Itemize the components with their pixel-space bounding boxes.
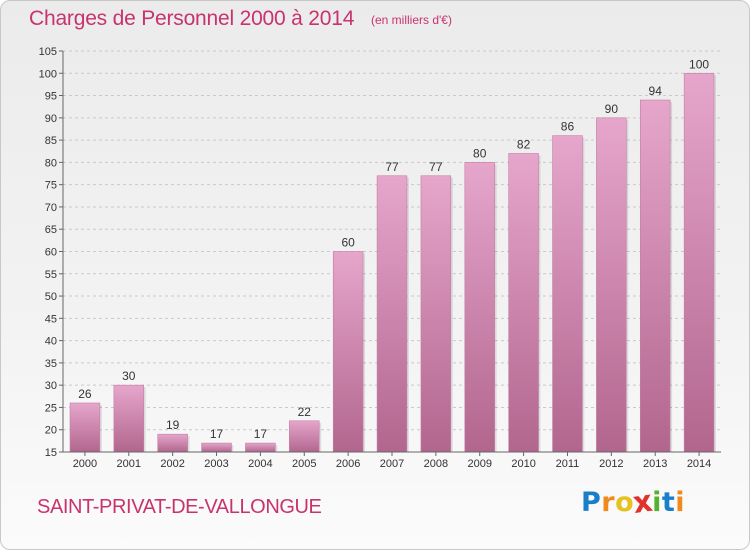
x-tick-label: 2001 <box>117 458 141 470</box>
y-tick-label: 75 <box>45 180 57 192</box>
bar-2012 <box>596 117 627 453</box>
y-tick-label: 100 <box>39 68 57 80</box>
data-label: 19 <box>166 418 180 432</box>
chart-title: Charges de Personnel 2000 à 2014 <box>29 7 355 30</box>
x-tick-label: 2002 <box>160 458 184 470</box>
x-tick-label: 2005 <box>292 458 316 470</box>
bar-2004 <box>245 442 276 453</box>
y-tick-label: 105 <box>39 46 57 58</box>
chart-subtitle: (en milliers d'€) <box>371 13 452 27</box>
logo-letter: t <box>661 487 676 518</box>
data-label: 60 <box>341 236 355 250</box>
y-tick-label: 20 <box>45 425 57 437</box>
y-tick-label: 70 <box>45 202 57 214</box>
data-label: 17 <box>210 427 224 441</box>
data-label: 26 <box>78 387 92 401</box>
y-tick-label: 90 <box>45 113 57 125</box>
data-label: 80 <box>473 146 487 160</box>
bar-2011 <box>552 135 583 453</box>
bar-2008 <box>420 175 452 453</box>
x-tick-label: 2012 <box>599 458 623 470</box>
x-tick-label: 2007 <box>380 458 404 470</box>
y-tick-label: 65 <box>45 224 57 236</box>
data-label: 94 <box>649 84 663 98</box>
x-tick-label: 2000 <box>73 458 97 470</box>
x-tick-label: 2008 <box>424 458 448 470</box>
bar-2006 <box>332 251 364 453</box>
bar-2010 <box>508 153 539 453</box>
bar-2001 <box>113 384 145 453</box>
y-tick-label: 50 <box>45 291 57 303</box>
bar-2005 <box>289 420 320 453</box>
bar-2000 <box>69 402 101 453</box>
location-name: SAINT-PRIVAT-DE-VALLONGUE <box>37 496 322 518</box>
logo-letter: r <box>601 487 616 518</box>
y-tick-label: 80 <box>45 157 57 169</box>
x-tick-label: 2006 <box>336 458 360 470</box>
x-tick-label: 2011 <box>556 458 580 470</box>
data-label: 77 <box>385 160 399 174</box>
logo-letter: i <box>652 487 662 518</box>
y-tick-label: 95 <box>45 91 57 103</box>
data-label: 100 <box>689 57 709 71</box>
y-tick-label: 85 <box>45 135 57 147</box>
y-tick-label: 25 <box>45 402 57 414</box>
logo-letter: P <box>581 487 602 518</box>
data-label: 30 <box>122 369 136 383</box>
x-tick-label: 2009 <box>467 458 491 470</box>
x-tick-label: 2010 <box>511 458 535 470</box>
logo-letter: o <box>615 487 635 518</box>
bar-2014 <box>683 72 715 453</box>
bar-2013 <box>639 99 671 453</box>
data-label: 82 <box>517 137 531 151</box>
bar-2003 <box>201 442 232 453</box>
bar-2007 <box>376 175 408 453</box>
data-label: 86 <box>561 120 575 134</box>
x-tick-label: 2014 <box>687 458 711 470</box>
y-tick-label: 30 <box>45 380 57 392</box>
data-label: 22 <box>298 405 312 419</box>
y-tick-label: 35 <box>45 358 57 370</box>
bar-2002 <box>157 433 188 453</box>
data-label: 17 <box>254 427 268 441</box>
y-tick-label: 60 <box>45 247 57 259</box>
bar-2009 <box>464 162 495 453</box>
x-tick-label: 2004 <box>248 458 272 470</box>
y-tick-label: 55 <box>45 269 57 281</box>
data-label: 77 <box>429 160 443 174</box>
proxiti-logo: Proxiti <box>581 484 686 521</box>
y-tick-label: 45 <box>45 313 57 325</box>
y-tick-label: 15 <box>45 447 57 459</box>
x-tick-label: 2003 <box>204 458 228 470</box>
y-tick-label: 40 <box>45 336 57 348</box>
logo-letter: i <box>675 487 686 518</box>
x-tick-label: 2013 <box>643 458 667 470</box>
data-label: 90 <box>605 102 619 116</box>
